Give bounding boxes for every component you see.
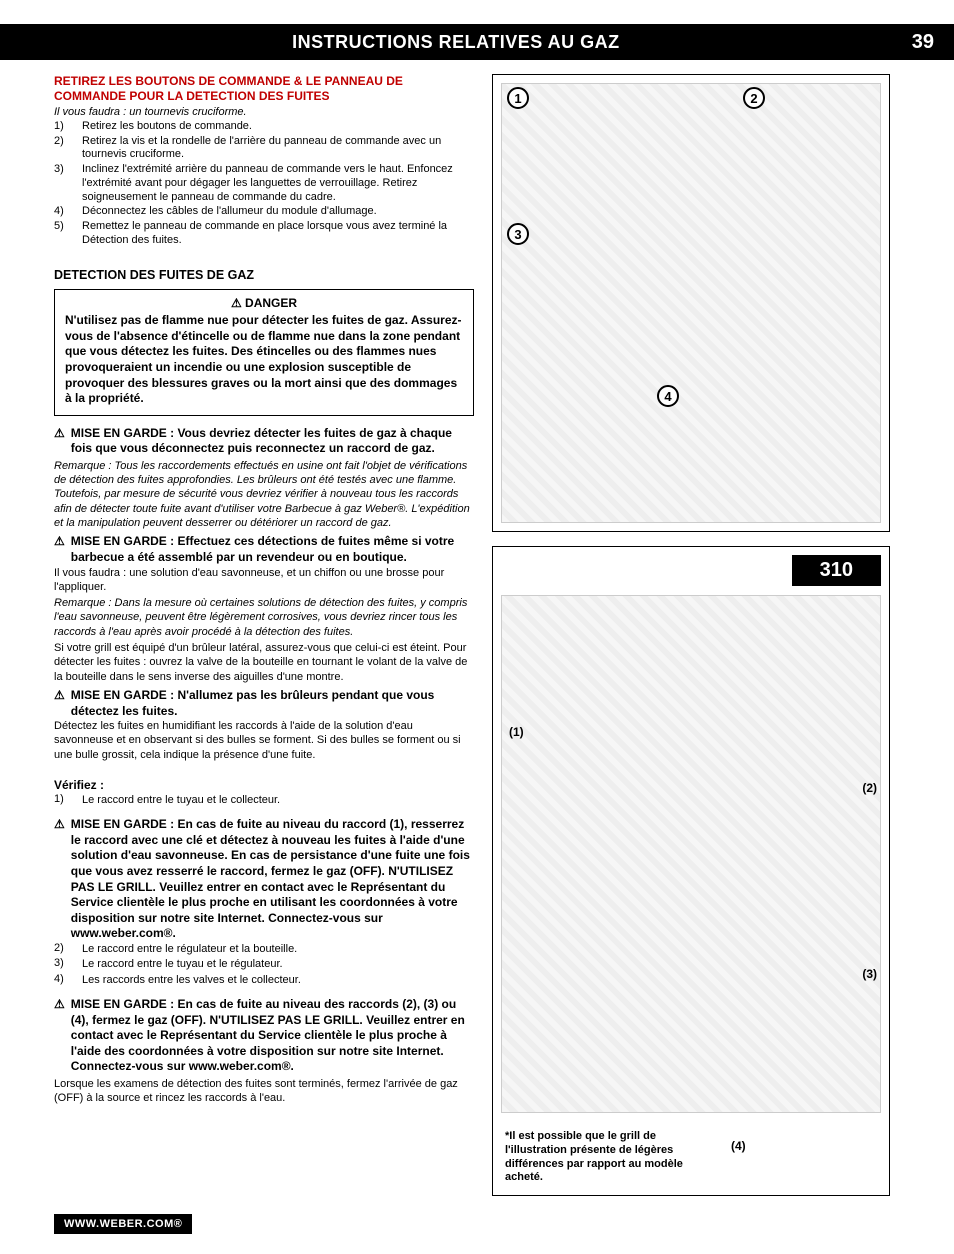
step-text: Déconnectez les câbles de l'allumeur du … bbox=[82, 205, 377, 219]
verify-list-2: 2) Le raccord entre le régulateur et la b… bbox=[54, 942, 474, 987]
callout-4: 4 bbox=[657, 385, 679, 407]
figure-caption: *Il est possible que le grill de l'illus… bbox=[505, 1130, 715, 1185]
remark-2: Remarque : Dans la mesure où certaines s… bbox=[54, 596, 474, 639]
warning-text: MISE EN GARDE : N'allumez pas les brûleu… bbox=[71, 688, 474, 719]
callout-2: 2 bbox=[743, 87, 765, 109]
left-column: RETIREZ LES BOUTONS DE COMMANDE & LE PAN… bbox=[54, 74, 474, 1196]
step-num: 4) bbox=[54, 205, 68, 219]
step-text: Retirez la vis et la rondelle de l'arriè… bbox=[82, 135, 474, 163]
callout-paren-4: (4) bbox=[731, 1139, 746, 1153]
footer: WWW.WEBER.COM® bbox=[54, 1214, 954, 1234]
figure-top: 1 2 3 4 bbox=[492, 74, 890, 532]
section2-heading: DETECTION DES FUITES DE GAZ bbox=[54, 268, 474, 284]
callout-paren-1: (1) bbox=[509, 725, 524, 739]
verify-warn-2: ⚠ MISE EN GARDE : En cas de fuite au niv… bbox=[54, 997, 474, 1075]
warning-icon: ⚠ bbox=[54, 534, 65, 565]
step-num: 1) bbox=[54, 793, 68, 807]
step-num: 5) bbox=[54, 220, 68, 248]
page-number: 39 bbox=[912, 31, 934, 54]
warning-text: MISE EN GARDE : En cas de fuite au nivea… bbox=[71, 817, 474, 942]
verify-heading: Vérifiez : bbox=[54, 778, 474, 793]
verify-warn-1: ⚠ MISE EN GARDE : En cas de fuite au niv… bbox=[54, 817, 474, 942]
warning-text: MISE EN GARDE : Effectuez ces détections… bbox=[71, 534, 474, 565]
warning-3: ⚠ MISE EN GARDE : N'allumez pas les brûl… bbox=[54, 688, 474, 719]
step-num: 2) bbox=[54, 942, 68, 956]
illustration-placeholder bbox=[501, 595, 881, 1113]
warning-text: MISE EN GARDE : En cas de fuite au nivea… bbox=[71, 997, 474, 1075]
step-num: 2) bbox=[54, 135, 68, 163]
section1-heading: RETIREZ LES BOUTONS DE COMMANDE & LE PAN… bbox=[54, 74, 474, 104]
header-bar: INSTRUCTIONS RELATIVES AU GAZ 39 bbox=[0, 24, 954, 60]
warning-1: ⚠ MISE EN GARDE : Vous devriez détecter … bbox=[54, 426, 474, 457]
plain-1: Il vous faudra : une solution d'eau savo… bbox=[54, 566, 474, 595]
model-badge: 310 bbox=[792, 555, 881, 586]
right-column: 1 2 3 4 310 (1) (2) (3) (4) *Il est poss… bbox=[492, 74, 912, 1196]
section1-steps: 1) Retirez les boutons de commande. 2) Ret… bbox=[54, 120, 474, 248]
danger-text: N'utilisez pas de flamme nue pour détect… bbox=[65, 313, 463, 407]
warning-text: MISE EN GARDE : Vous devriez détecter le… bbox=[71, 426, 474, 457]
step-text: Inclinez l'extrémité arrière du panneau … bbox=[82, 163, 474, 204]
warning-icon: ⚠ bbox=[54, 688, 65, 719]
step-num: 1) bbox=[54, 120, 68, 134]
page-title: INSTRUCTIONS RELATIVES AU GAZ bbox=[0, 32, 912, 53]
verify-item: Les raccords entre les valves et le coll… bbox=[82, 973, 301, 987]
illustration-placeholder bbox=[501, 83, 881, 523]
verify-list: 1) Le raccord entre le tuyau et le collec… bbox=[54, 793, 474, 807]
verify-closing: Lorsque les examens de détection des fui… bbox=[54, 1077, 474, 1106]
warning-icon: ⚠ bbox=[54, 997, 65, 1075]
plain-3: Détectez les fuites en humidifiant les r… bbox=[54, 719, 474, 762]
danger-label: ⚠ DANGER bbox=[65, 296, 463, 311]
callout-3: 3 bbox=[507, 223, 529, 245]
callout-1: 1 bbox=[507, 87, 529, 109]
verify-item: Le raccord entre le tuyau et le collecte… bbox=[82, 793, 280, 807]
figure-bottom: 310 (1) (2) (3) (4) *Il est possible que… bbox=[492, 546, 890, 1196]
verify-item: Le raccord entre le tuyau et le régulate… bbox=[82, 957, 283, 971]
footer-url: WWW.WEBER.COM® bbox=[54, 1214, 192, 1234]
plain-2: Si votre grill est équipé d'un brûleur l… bbox=[54, 641, 474, 684]
warning-icon: ⚠ bbox=[54, 426, 65, 457]
danger-box: ⚠ DANGER N'utilisez pas de flamme nue po… bbox=[54, 289, 474, 416]
step-text: Remettez le panneau de commande en place… bbox=[82, 220, 474, 248]
callout-paren-2: (2) bbox=[862, 781, 877, 795]
warning-2: ⚠ MISE EN GARDE : Effectuez ces détectio… bbox=[54, 534, 474, 565]
step-num: 3) bbox=[54, 957, 68, 971]
verify-item: Le raccord entre le régulateur et la bou… bbox=[82, 942, 297, 956]
step-text: Retirez les boutons de commande. bbox=[82, 120, 252, 134]
section1-need: Il vous faudra : un tournevis cruciforme… bbox=[54, 106, 474, 120]
warning-icon: ⚠ bbox=[54, 817, 65, 942]
step-num: 4) bbox=[54, 973, 68, 987]
remark-1: Remarque : Tous les raccordements effect… bbox=[54, 459, 474, 530]
callout-paren-3: (3) bbox=[862, 967, 877, 981]
step-num: 3) bbox=[54, 163, 68, 204]
